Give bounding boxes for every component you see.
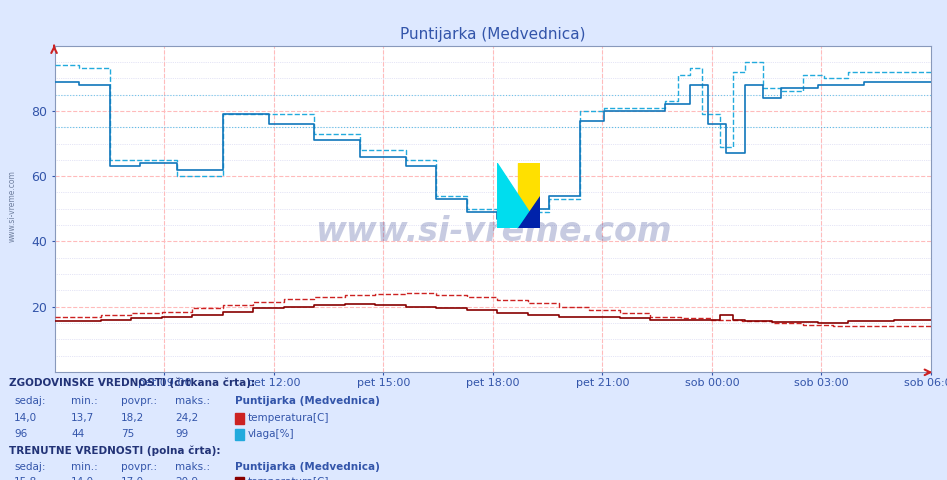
Text: vlaga[%]: vlaga[%] (248, 429, 295, 439)
Text: 75: 75 (121, 429, 134, 439)
Text: 14,0: 14,0 (14, 413, 37, 423)
Text: www.si-vreme.com: www.si-vreme.com (8, 170, 17, 242)
Text: temperatura[C]: temperatura[C] (248, 413, 330, 423)
Text: maks.:: maks.: (175, 396, 210, 406)
Text: 14,0: 14,0 (71, 477, 94, 480)
Text: povpr.:: povpr.: (121, 462, 157, 472)
Polygon shape (519, 196, 540, 228)
Text: 13,7: 13,7 (71, 413, 95, 423)
Text: www.si-vreme.com: www.si-vreme.com (314, 215, 671, 248)
Text: min.:: min.: (71, 462, 98, 472)
Text: 18,2: 18,2 (121, 413, 145, 423)
Text: 24,2: 24,2 (175, 413, 199, 423)
Text: povpr.:: povpr.: (121, 396, 157, 406)
Text: TRENUTNE VREDNOSTI (polna črta):: TRENUTNE VREDNOSTI (polna črta): (9, 445, 221, 456)
Text: Puntijarka (Medvednica): Puntijarka (Medvednica) (235, 396, 380, 406)
Text: 99: 99 (175, 429, 188, 439)
Text: Puntijarka (Medvednica): Puntijarka (Medvednica) (235, 462, 380, 472)
Text: maks.:: maks.: (175, 462, 210, 472)
Text: min.:: min.: (71, 396, 98, 406)
Text: sedaj:: sedaj: (14, 462, 45, 472)
Title: Puntijarka (Medvednica): Puntijarka (Medvednica) (401, 27, 585, 42)
Text: 20,9: 20,9 (175, 477, 198, 480)
Text: 17,0: 17,0 (121, 477, 144, 480)
Polygon shape (497, 163, 540, 228)
Polygon shape (519, 163, 540, 228)
Text: sedaj:: sedaj: (14, 396, 45, 406)
Text: temperatura[C]: temperatura[C] (248, 477, 330, 480)
Text: 15,8: 15,8 (14, 477, 38, 480)
Text: ZGODOVINSKE VREDNOSTI (črtkana črta):: ZGODOVINSKE VREDNOSTI (črtkana črta): (9, 378, 256, 388)
Text: 44: 44 (71, 429, 84, 439)
Text: 96: 96 (14, 429, 27, 439)
